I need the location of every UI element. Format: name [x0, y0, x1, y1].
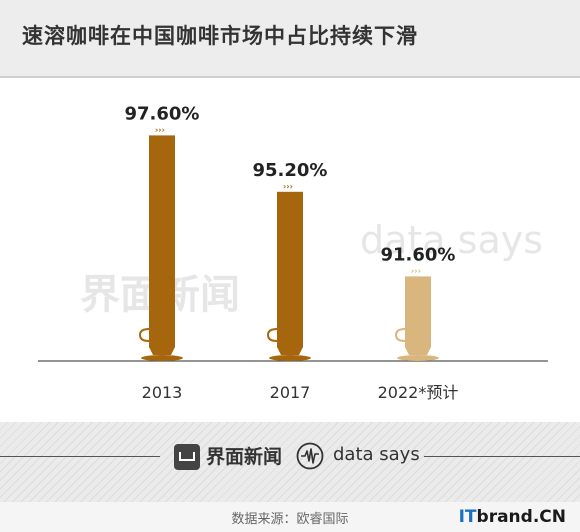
value-label-0: 97.60% — [125, 103, 200, 124]
data-source: 数据来源：欧睿国际 — [231, 512, 349, 527]
value-label-2: 91.60% — [381, 244, 456, 265]
data-says-icon — [296, 442, 324, 470]
footer-brand: 界面新闻 — [206, 446, 283, 468]
chart-plot: ›››97.60%2013›››95.20%2017›››91.60%2022*… — [38, 103, 548, 402]
cup-handle-2 — [394, 328, 406, 342]
brand-logo-icon — [174, 444, 200, 470]
footer-data-says: data says — [333, 444, 420, 465]
watermark-tag: data says — [360, 218, 544, 262]
saucer-2 — [397, 355, 439, 361]
saucer-1 — [269, 355, 311, 361]
value-label-1: 95.20% — [253, 160, 328, 181]
category-label-1: 2017 — [270, 383, 311, 402]
steam-2: ››› — [411, 266, 421, 275]
cup-bottom-0 — [149, 347, 175, 355]
footer-hatch-pattern — [0, 422, 580, 502]
chart-header: 速溶咖啡在中国咖啡市场中占比持续下滑 — [0, 0, 580, 78]
steam-0: ››› — [155, 125, 165, 134]
footer-rule-left — [0, 456, 160, 457]
cup-handle-1 — [266, 328, 278, 342]
saucer-0 — [141, 355, 183, 361]
steam-1: ››› — [283, 182, 293, 191]
category-label-0: 2013 — [142, 383, 183, 402]
category-label-2: 2022*预计 — [378, 383, 459, 402]
source-bar: 数据来源：欧睿国际 ITbrand.CN — [0, 502, 580, 532]
bar-1 — [277, 191, 303, 347]
cup-bottom-2 — [405, 347, 431, 355]
cup-bottom-1 — [277, 347, 303, 355]
title-divider — [0, 76, 580, 78]
cup-handle-0 — [138, 328, 150, 342]
footer: 界面新闻 data says 数据来源：欧睿国际 ITbrand.CN — [0, 422, 580, 532]
site-watermark-prefix: IT — [458, 507, 477, 527]
bar-0 — [149, 135, 175, 347]
bar-2 — [405, 276, 431, 347]
chart-title: 速溶咖啡在中国咖啡市场中占比持续下滑 — [22, 24, 418, 48]
site-watermark: ITbrand.CN — [459, 507, 566, 527]
footer-rule-right — [424, 456, 580, 457]
site-watermark-suffix: brand.CN — [476, 507, 566, 527]
footer-logo-row: 界面新闻 data says — [0, 440, 580, 474]
